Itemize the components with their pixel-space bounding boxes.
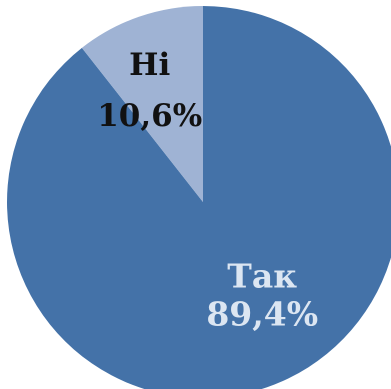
pie-slice-1 xyxy=(7,6,391,389)
slice-value-label-1: 89,4% xyxy=(206,295,318,334)
slice-value-label-2: 10,6% xyxy=(97,98,202,134)
pie-slice-2 xyxy=(81,6,203,202)
slice-name-label-2: Ні xyxy=(129,47,170,83)
slice-name-label-1: Так xyxy=(227,257,297,296)
